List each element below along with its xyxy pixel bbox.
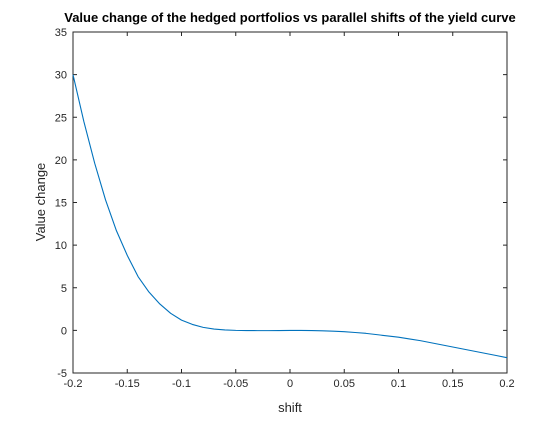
x-axis-label: shift	[278, 400, 302, 415]
x-tick-label: 0.15	[442, 378, 463, 390]
x-tick-label: -0.05	[223, 378, 248, 390]
x-tick-label: -0.1	[172, 378, 191, 390]
y-tick-label: 5	[61, 283, 67, 295]
y-tick-label: 0	[61, 325, 67, 337]
x-tick-label: 0	[287, 378, 293, 390]
x-tick-label: 0.1	[391, 378, 406, 390]
x-tick-label: -0.2	[64, 378, 83, 390]
y-tick-label: 15	[55, 198, 67, 210]
plot-box	[72, 31, 508, 374]
x-tick-label: 0.05	[334, 378, 355, 390]
series-line	[72, 74, 508, 359]
y-tick-label: 35	[55, 27, 67, 39]
series-group	[72, 74, 508, 359]
y-tick-label: -5	[57, 368, 67, 380]
y-tick-label: 20	[55, 155, 67, 167]
y-tick-label: 30	[55, 70, 67, 82]
y-tick-label: 25	[55, 112, 67, 124]
axis-ticks: -0.2 -0.15 -0.1 -0.05 0 0.05 0.1 0.15 0.2 -5 0 5 10 1…	[55, 27, 515, 390]
axes	[72, 31, 508, 374]
x-tick-label: -0.15	[115, 378, 140, 390]
y-tick-label: 10	[55, 240, 67, 252]
y-axis-label: Value change	[33, 163, 48, 242]
x-tick-label: 0.2	[499, 378, 514, 390]
chart-title: Value change of the hedged portfolios vs…	[64, 10, 516, 25]
